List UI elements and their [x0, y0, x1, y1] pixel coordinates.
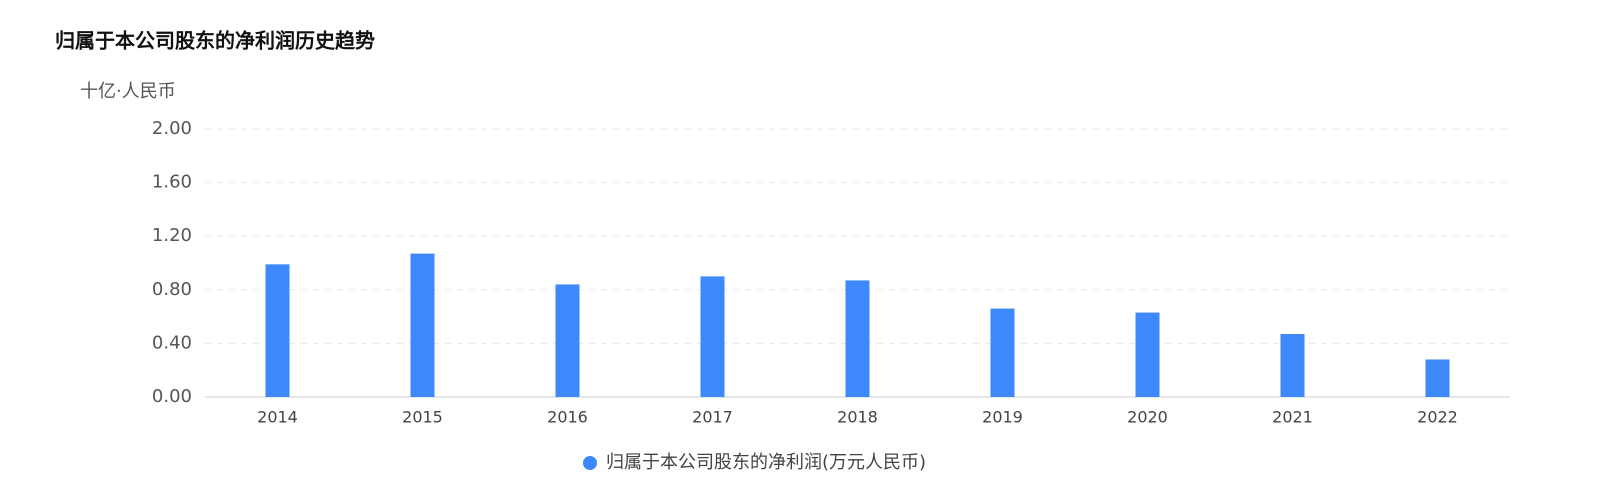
y-tick-label: 0.00	[152, 386, 192, 407]
legend-marker	[583, 456, 597, 470]
bar	[555, 284, 580, 397]
y-tick-label: 0.40	[152, 332, 192, 353]
bar	[1135, 312, 1160, 397]
y-tick-label: 1.20	[152, 225, 192, 246]
x-tick-label: 2018	[837, 408, 878, 427]
bar	[410, 253, 435, 397]
legend-label: 归属于本公司股东的净利润(万元人民币)	[606, 452, 926, 473]
bar	[265, 264, 290, 397]
y-tick-label: 1.60	[152, 172, 192, 193]
bar	[700, 276, 725, 397]
bar	[1280, 334, 1305, 397]
x-tick-label: 2021	[1272, 408, 1313, 427]
y-tick-label: 2.00	[152, 118, 192, 139]
y-axis-label: 十亿·人民币	[80, 81, 176, 102]
bar	[990, 308, 1015, 397]
x-tick-label: 2015	[402, 408, 443, 427]
chart-title: 归属于本公司股东的净利润历史趋势	[55, 29, 375, 53]
x-tick-label: 2022	[1417, 408, 1458, 427]
y-tick-label: 0.80	[152, 279, 192, 300]
x-tick-label: 2017	[692, 408, 733, 427]
bar	[1425, 359, 1450, 397]
x-tick-label: 2019	[982, 408, 1023, 427]
bar	[845, 280, 870, 397]
x-tick-label: 2014	[257, 408, 298, 427]
x-tick-label: 2020	[1127, 408, 1168, 427]
x-tick-label: 2016	[547, 408, 588, 427]
